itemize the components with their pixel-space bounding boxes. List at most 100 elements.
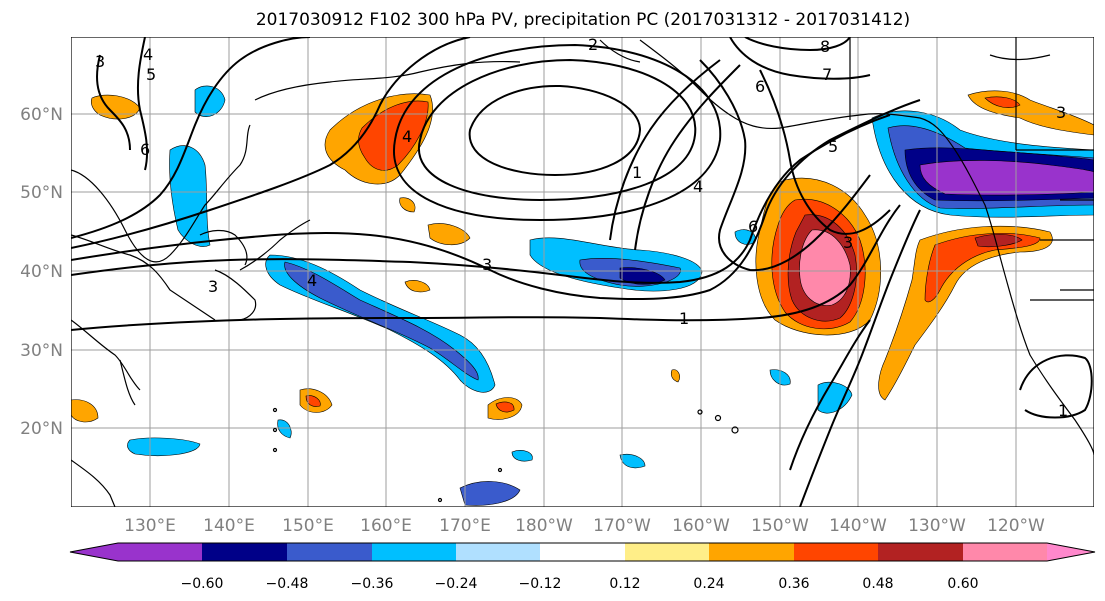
pv-contour-trough1: [699, 59, 871, 272]
contour-label: 4: [143, 45, 153, 64]
lon-label: 120°W: [987, 516, 1045, 536]
colorbar-segment: [287, 543, 372, 561]
colorbar-segment: [202, 543, 287, 561]
contour-label: 3: [95, 52, 105, 71]
neg-anomaly-okhotsk: [169, 145, 211, 247]
pv-contour-kam: [136, 37, 149, 171]
colorbar-tick-label: −0.60: [181, 576, 224, 592]
pv-contour-3: [71, 114, 891, 284]
latitude-labels: 60°N 50°N 40°N 30°N 20°N: [20, 105, 63, 439]
pv-contour-5: [71, 37, 471, 249]
contour-label: 3: [843, 233, 853, 252]
contour-label: 3: [208, 277, 218, 296]
contour-label: 1: [1058, 401, 1068, 420]
colorbar-segment: [540, 543, 625, 561]
contour-label: 1: [679, 309, 689, 328]
pv-contour-kam2: [96, 54, 131, 151]
colorbar-extend-max: [1047, 543, 1095, 561]
pv-contour-labels: 3 4 5 6 2 8 7 6 5 1 4 6 3 3 4 4 1 1 3 3: [95, 35, 1068, 420]
colorbar-extend-min: [70, 543, 118, 561]
colorbar-tick-label: −0.36: [351, 576, 394, 592]
pv-contour-8: [744, 37, 851, 52]
colorbar-outline: [69, 542, 1096, 562]
contour-label: 4: [307, 271, 317, 290]
neg-anomaly-small2: [459, 481, 521, 506]
pos-anomaly-baja-band-dr: [974, 234, 1023, 248]
lon-label: 150°W: [751, 516, 809, 536]
lon-label: 140°E: [203, 516, 255, 536]
pos-anomaly-small7: [670, 369, 680, 383]
neg-anomaly-small3: [619, 453, 646, 469]
lon-label: 160°E: [360, 516, 412, 536]
pv-contour-7: [729, 37, 871, 80]
pv-contour-4: [71, 99, 921, 301]
neg-anomaly-small1: [127, 437, 201, 456]
colorbar-segment: [372, 543, 456, 561]
contour-label: 6: [140, 140, 150, 159]
figure-title: 2017030912 F102 300 hPa PV, precipitatio…: [256, 10, 910, 30]
graticule: [71, 37, 1094, 507]
pv-contour-5b: [609, 59, 721, 241]
pv-contour-1-low: [71, 204, 901, 331]
contour-label: 2: [588, 35, 598, 54]
colorbar-segment: [878, 543, 963, 561]
lon-label: 130°W: [908, 516, 966, 536]
pos-anomaly-small6: [399, 197, 416, 213]
lon-label: 150°E: [282, 516, 334, 536]
contour-label: 4: [693, 177, 703, 196]
pv-contour-6: [71, 37, 311, 239]
pos-anomaly-baja-band-r: [924, 232, 1041, 303]
precip-shading: [71, 85, 1094, 506]
lat-label: 60°N: [20, 105, 63, 125]
longitude-labels: 130°E 140°E 150°E 160°E 170°E 180°W 170°…: [124, 516, 1045, 536]
colorbar-tick-label: −0.48: [266, 576, 309, 592]
pv-contour-1-ring: [417, 58, 697, 202]
colorbar-tick-label: −0.12: [519, 576, 562, 592]
contour-label: 1: [632, 163, 642, 182]
pv-contour-ring-inner: [468, 84, 642, 177]
colorbar-tick-label: 0.48: [862, 576, 893, 592]
lon-label: 170°W: [593, 516, 651, 536]
pos-anomaly-small4: [71, 399, 99, 423]
colorbar-segment: [456, 543, 540, 561]
colorbar-segments: [69, 542, 1096, 562]
contour-label: 6: [755, 77, 765, 96]
pv-contours: [71, 37, 1093, 507]
colorbar-tick-label: 0.60: [947, 576, 978, 592]
colorbar-segment: [794, 543, 878, 561]
contour-label: 6: [748, 217, 758, 236]
colorbar-tick-label: −0.24: [435, 576, 478, 592]
pos-anomaly-small5: [404, 280, 431, 293]
lon-label: 160°W: [672, 516, 730, 536]
lat-label: 30°N: [20, 341, 63, 361]
neg-anomaly-japan-band-core: [284, 261, 479, 381]
colorbar-tick-label: 0.12: [609, 576, 640, 592]
contour-label: 3: [482, 255, 492, 274]
lat-label: 20°N: [20, 419, 63, 439]
lon-label: 140°W: [829, 516, 887, 536]
pos-anomaly-bering-r: [358, 100, 429, 171]
contour-label: 4: [402, 127, 412, 146]
colorbar-segment: [963, 543, 1047, 561]
contour-label: 5: [828, 137, 838, 156]
lon-label: 180°W: [515, 516, 573, 536]
pos-anomaly-small2r: [305, 395, 321, 407]
lon-label: 170°E: [439, 516, 491, 536]
neg-anomaly-small7: [511, 450, 533, 462]
pv-contour-trough2: [759, 69, 891, 235]
lat-label: 50°N: [20, 183, 63, 203]
coastlines: [71, 37, 1094, 507]
pv-contour-mexico: [1019, 354, 1093, 419]
pv-contour-east2: [789, 319, 871, 471]
pv-contour-6b: [634, 64, 741, 251]
pos-anomaly-subtropical-east-pk: [799, 229, 851, 306]
pos-anomaly-baja-band: [878, 225, 1053, 401]
colorbar-tick-label: 0.24: [693, 576, 724, 592]
pos-anomaly-alaska-north-r: [984, 96, 1021, 108]
contour-label: 8: [820, 37, 830, 56]
lat-label: 40°N: [20, 262, 63, 282]
contour-label: 5: [146, 65, 156, 84]
colorbar: −0.60 −0.48 −0.36 −0.24 −0.12 0.12 0.24 …: [69, 542, 1096, 592]
colorbar-tick-label: 0.36: [778, 576, 809, 592]
colorbar-segment: [118, 543, 202, 561]
